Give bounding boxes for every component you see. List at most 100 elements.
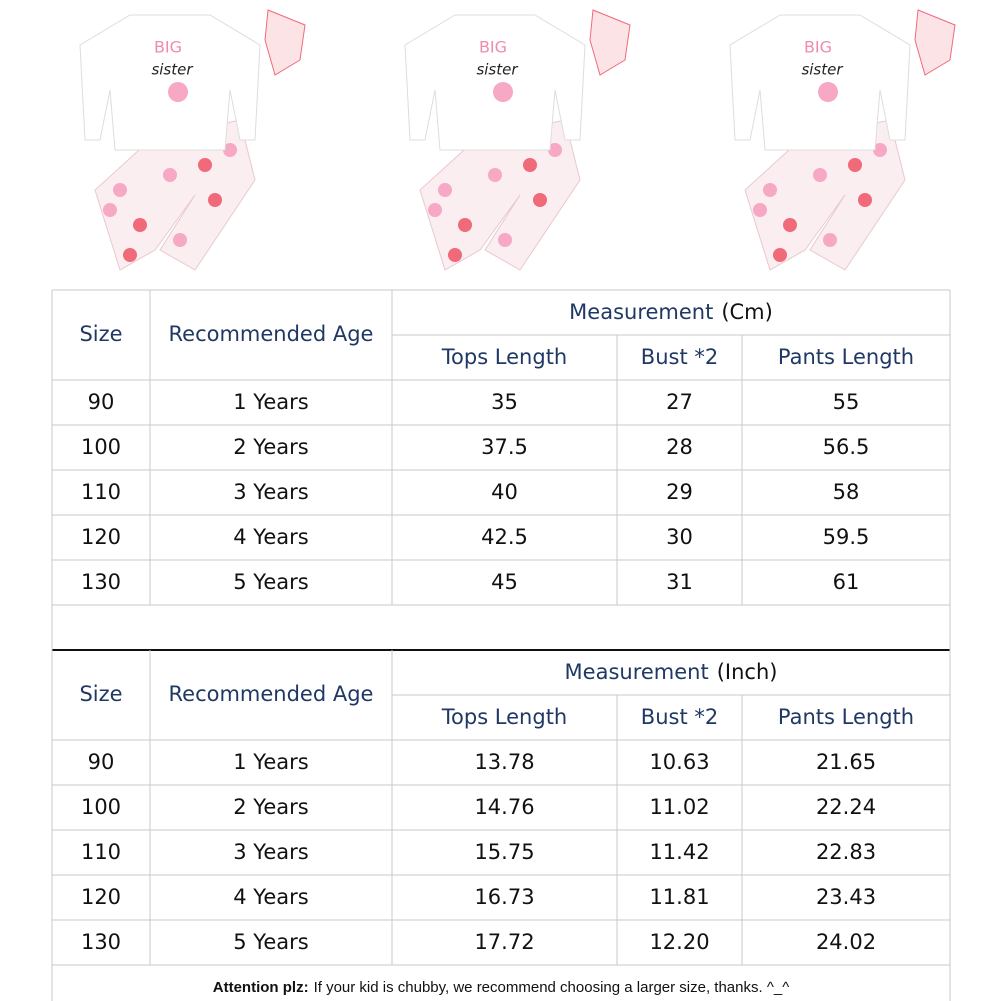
flower — [498, 233, 512, 247]
table-cell: 29 — [666, 480, 693, 504]
flower — [428, 203, 442, 217]
flower — [133, 218, 147, 232]
outfit-image: BIG sister — [404, 9, 631, 271]
flower — [113, 183, 127, 197]
table-cell: 59.5 — [823, 525, 870, 549]
table-cell: 42.5 — [481, 525, 528, 549]
shirt-print-big: BIG — [479, 38, 507, 57]
flower — [858, 193, 872, 207]
table-cell: 120 — [81, 885, 121, 909]
table-cell: 31 — [666, 570, 693, 594]
shirt — [729, 14, 911, 151]
measurement-header: Measurement (Cm) — [569, 300, 773, 324]
headband — [264, 9, 306, 76]
flower — [813, 168, 827, 182]
flower — [488, 168, 502, 182]
table-cell: 2 Years — [233, 435, 308, 459]
table-cell: 5 Years — [233, 570, 308, 594]
table-cell: 14.76 — [474, 795, 534, 819]
pants — [744, 119, 906, 271]
table-cell: 12.20 — [649, 930, 709, 954]
flower — [753, 203, 767, 217]
flower — [848, 158, 862, 172]
attention-text: If your kid is chubby, we recommend choo… — [314, 979, 790, 996]
table-cell: 90 — [88, 390, 115, 414]
table-cell: 21.65 — [816, 750, 876, 774]
table-cell: 24.02 — [816, 930, 876, 954]
table-cell: 4 Years — [233, 525, 308, 549]
column-header: Tops Length — [441, 345, 568, 369]
table-cell: 11.02 — [649, 795, 709, 819]
flower — [873, 143, 887, 157]
flower — [523, 158, 537, 172]
table-cell: 55 — [833, 390, 860, 414]
table-cell: 17.72 — [474, 930, 534, 954]
table-cell: 16.73 — [474, 885, 534, 909]
table-cell: 130 — [81, 930, 121, 954]
attention-label: Attention plz: — [213, 979, 309, 996]
flower — [783, 218, 797, 232]
table-cell: 3 Years — [233, 480, 308, 504]
shirt-print-big: BIG — [154, 38, 182, 57]
outfit-image: BIG sister — [79, 9, 306, 271]
table-cell: 22.83 — [816, 840, 876, 864]
column-header: Size — [79, 682, 122, 706]
table-cell: 28 — [666, 435, 693, 459]
shirt-print-sister: sister — [801, 61, 843, 79]
print-flower — [493, 82, 513, 102]
column-header: Recommended Age — [169, 682, 374, 706]
flower — [123, 248, 137, 262]
table-cell: 23.43 — [816, 885, 876, 909]
table-cell: 22.24 — [816, 795, 876, 819]
flower — [173, 233, 187, 247]
table-cell: 5 Years — [233, 930, 308, 954]
flower — [763, 183, 777, 197]
table-cell: 130 — [81, 570, 121, 594]
flower — [533, 193, 547, 207]
table-cell: 27 — [666, 390, 693, 414]
print-flower — [168, 82, 188, 102]
table-cell: 110 — [81, 480, 121, 504]
table-cell: 56.5 — [823, 435, 870, 459]
table-cell: 10.63 — [649, 750, 709, 774]
table-cell: 58 — [833, 480, 860, 504]
outfit-image: BIG sister — [729, 9, 956, 271]
table-cell: 40 — [491, 480, 518, 504]
column-header: Pants Length — [778, 345, 914, 369]
flower — [438, 183, 452, 197]
table-cell: 30 — [666, 525, 693, 549]
table-cell: 13.78 — [474, 750, 534, 774]
flower — [448, 248, 462, 262]
table-cell: 100 — [81, 795, 121, 819]
flower — [163, 168, 177, 182]
table-cell: 11.42 — [649, 840, 709, 864]
column-header: Bust *2 — [641, 705, 718, 729]
measurement-header: Measurement (Inch) — [565, 660, 778, 684]
shirt-print-sister: sister — [476, 61, 518, 79]
table-cell: 110 — [81, 840, 121, 864]
column-header: Bust *2 — [641, 345, 718, 369]
flower — [208, 193, 222, 207]
column-header: Pants Length — [778, 705, 914, 729]
table-cell: 61 — [833, 570, 860, 594]
table-cell: 15.75 — [474, 840, 534, 864]
column-header: Tops Length — [441, 705, 568, 729]
table-cell: 120 — [81, 525, 121, 549]
table-cell: 3 Years — [233, 840, 308, 864]
flower — [823, 233, 837, 247]
headband — [589, 9, 631, 76]
table-cell: 4 Years — [233, 885, 308, 909]
flower — [458, 218, 472, 232]
table-cell: 11.81 — [649, 885, 709, 909]
pants — [94, 119, 256, 271]
flower — [773, 248, 787, 262]
flower — [198, 158, 212, 172]
headband — [914, 9, 956, 76]
measurement-unit: (Inch) — [717, 660, 778, 684]
table-cell: 37.5 — [481, 435, 528, 459]
measurement-label: Measurement — [565, 660, 709, 684]
print-flower — [818, 82, 838, 102]
table-cell: 100 — [81, 435, 121, 459]
table-cell: 1 Years — [233, 390, 308, 414]
